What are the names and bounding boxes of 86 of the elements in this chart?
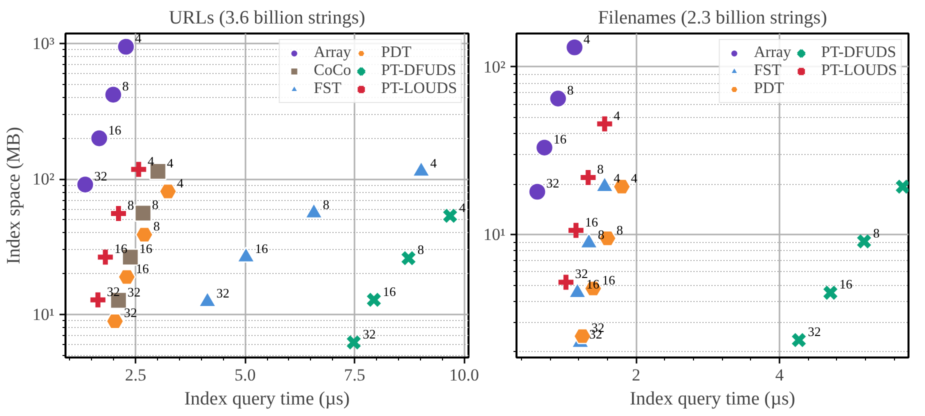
annotation: 8 bbox=[122, 78, 129, 94]
legend-label: PDT bbox=[754, 80, 784, 98]
point bbox=[791, 332, 807, 348]
point bbox=[135, 226, 154, 243]
legend-label: PT-DFUDS bbox=[821, 44, 896, 62]
annotation: 8 bbox=[597, 161, 604, 176]
legend-label: FST bbox=[754, 62, 782, 80]
annotation: 32 bbox=[546, 176, 560, 191]
y-tick-label: 10¹ bbox=[483, 225, 506, 244]
annotation: 4 bbox=[614, 170, 621, 186]
x-tick-label: 2.5 bbox=[124, 366, 146, 384]
x-axis-title: Index query time (µs) bbox=[630, 388, 796, 410]
x-tick-label: 7.5 bbox=[344, 366, 366, 384]
x-tick-label: 10.0 bbox=[449, 366, 479, 384]
annotation: 4 bbox=[584, 31, 591, 46]
annotation: 4 bbox=[430, 155, 438, 170]
annotation: 16 bbox=[584, 214, 598, 230]
point bbox=[535, 138, 554, 157]
y-tick-label: 10³ bbox=[32, 34, 55, 54]
annotation: 16 bbox=[553, 132, 567, 147]
point bbox=[76, 176, 94, 194]
annotation: 8 bbox=[128, 198, 134, 213]
annotation: 32 bbox=[808, 324, 821, 340]
y-tick-label: 10¹ bbox=[32, 304, 55, 324]
y-tick-label: 10² bbox=[483, 57, 506, 76]
point bbox=[158, 183, 178, 200]
annotation: 32 bbox=[128, 284, 141, 300]
x-tick-label: 4 bbox=[775, 366, 784, 384]
point bbox=[856, 234, 872, 250]
annotation: 16 bbox=[602, 272, 616, 288]
legend-label: PT-DFUDS bbox=[381, 62, 456, 80]
point bbox=[442, 208, 458, 224]
annotation: 4 bbox=[459, 200, 466, 215]
chart-title: URLs (3.6 billion strings) bbox=[168, 8, 366, 28]
y-tick-label: 10² bbox=[32, 170, 55, 189]
point bbox=[528, 182, 546, 201]
annotation: 8 bbox=[567, 82, 574, 98]
point bbox=[822, 284, 838, 301]
annotation: 32 bbox=[574, 266, 588, 282]
annotation: 8 bbox=[152, 197, 159, 212]
annotation: 16 bbox=[254, 241, 268, 256]
point bbox=[104, 86, 122, 104]
point bbox=[106, 313, 124, 330]
legend-label: Array bbox=[754, 44, 792, 62]
point bbox=[548, 89, 568, 108]
point bbox=[90, 129, 108, 148]
legend-label: CoCo bbox=[314, 62, 352, 80]
annotation: 4 bbox=[614, 108, 621, 123]
legend-label: FST bbox=[314, 80, 342, 98]
annotation: 4 bbox=[630, 170, 638, 186]
point bbox=[346, 334, 362, 350]
x-tick-label: 2 bbox=[632, 366, 640, 384]
annotation: 8 bbox=[616, 222, 624, 238]
legend-label: PDT bbox=[381, 44, 412, 62]
annotation: 8 bbox=[417, 242, 424, 258]
annotation: 16 bbox=[586, 276, 600, 292]
annotation: 16 bbox=[382, 284, 396, 299]
chart-title: Filenames (2.3 billion strings) bbox=[598, 8, 828, 28]
point bbox=[366, 292, 382, 308]
annotation: 8 bbox=[153, 218, 160, 234]
annotation: 32 bbox=[362, 326, 376, 342]
y-axis-title: Index space (MB) bbox=[3, 126, 24, 264]
legend-label: PT-LOUDS bbox=[821, 62, 897, 80]
annotation: 16 bbox=[139, 241, 153, 256]
annotation: 32 bbox=[124, 305, 137, 320]
annotation: 8 bbox=[873, 225, 880, 240]
annotation: 8 bbox=[322, 197, 330, 212]
x-axis-title: Index query time (µs) bbox=[184, 388, 350, 410]
point bbox=[118, 268, 136, 285]
annotation: 16 bbox=[136, 260, 150, 276]
annotation: 16 bbox=[839, 276, 853, 292]
point bbox=[134, 204, 152, 222]
legend-label: PT-LOUDS bbox=[381, 80, 457, 98]
x-tick-label: 5.0 bbox=[234, 366, 256, 384]
point bbox=[116, 38, 136, 56]
point bbox=[400, 250, 416, 266]
annotation: 4 bbox=[166, 155, 174, 170]
annotation: 32 bbox=[216, 286, 230, 301]
annotation: 16 bbox=[108, 122, 122, 138]
legend-label: Array bbox=[314, 44, 352, 62]
annotation: 32 bbox=[94, 168, 108, 184]
annotation: 4 bbox=[148, 153, 155, 168]
annotation: 4 bbox=[134, 30, 142, 46]
point bbox=[565, 38, 584, 56]
annotation: 4 bbox=[177, 175, 184, 190]
annotation: 16 bbox=[114, 241, 128, 256]
